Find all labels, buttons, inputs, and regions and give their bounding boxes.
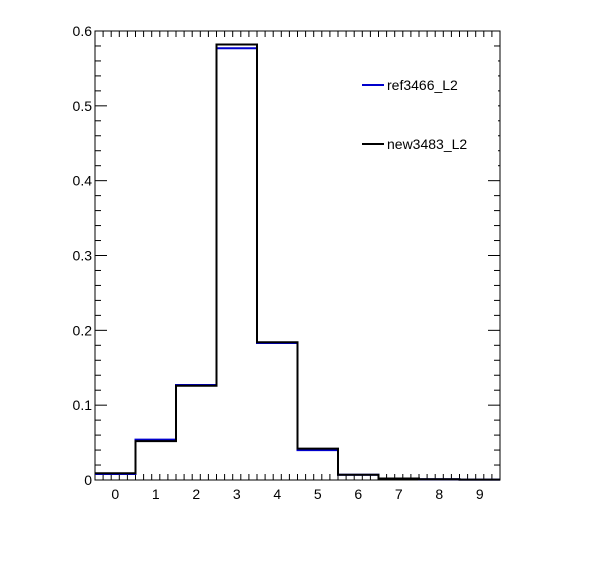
x-tick-label: 3 xyxy=(233,486,241,502)
series-layer xyxy=(95,43,500,481)
x-tick-label: 4 xyxy=(273,486,281,502)
y-tick-label: 0.4 xyxy=(73,173,93,189)
x-tick-label: 6 xyxy=(354,486,362,502)
legend-label: ref3466_L2 xyxy=(387,77,458,93)
y-tick-label: 0.1 xyxy=(73,397,93,413)
legend-label: new3483_L2 xyxy=(387,136,467,152)
x-tick-label: 0 xyxy=(111,486,119,502)
y-tick-label: 0.3 xyxy=(73,248,93,264)
x-tick-label: 8 xyxy=(435,486,443,502)
y-tick-labels: 0 0.1 0.2 0.3 0.4 0.5 0.6 xyxy=(73,23,93,488)
major-ticks xyxy=(95,30,500,481)
x-tick-label: 5 xyxy=(314,486,322,502)
histogram-series-2 xyxy=(95,43,500,481)
x-tick-labels: 0 1 2 3 4 5 6 7 8 9 xyxy=(111,486,484,502)
x-tick-label: 1 xyxy=(152,486,160,502)
x-tick-label: 9 xyxy=(476,486,484,502)
legend: ref3466_L2 new3483_L2 xyxy=(358,52,498,170)
x-tick-label: 2 xyxy=(192,486,200,502)
y-tick-label: 0.2 xyxy=(73,322,93,338)
x-tick-label: 7 xyxy=(395,486,403,502)
y-tick-label: 0.6 xyxy=(73,23,93,39)
legend-box xyxy=(358,52,498,170)
y-tick-label: 0.5 xyxy=(73,98,93,114)
y-tick-label: 0 xyxy=(84,472,92,488)
